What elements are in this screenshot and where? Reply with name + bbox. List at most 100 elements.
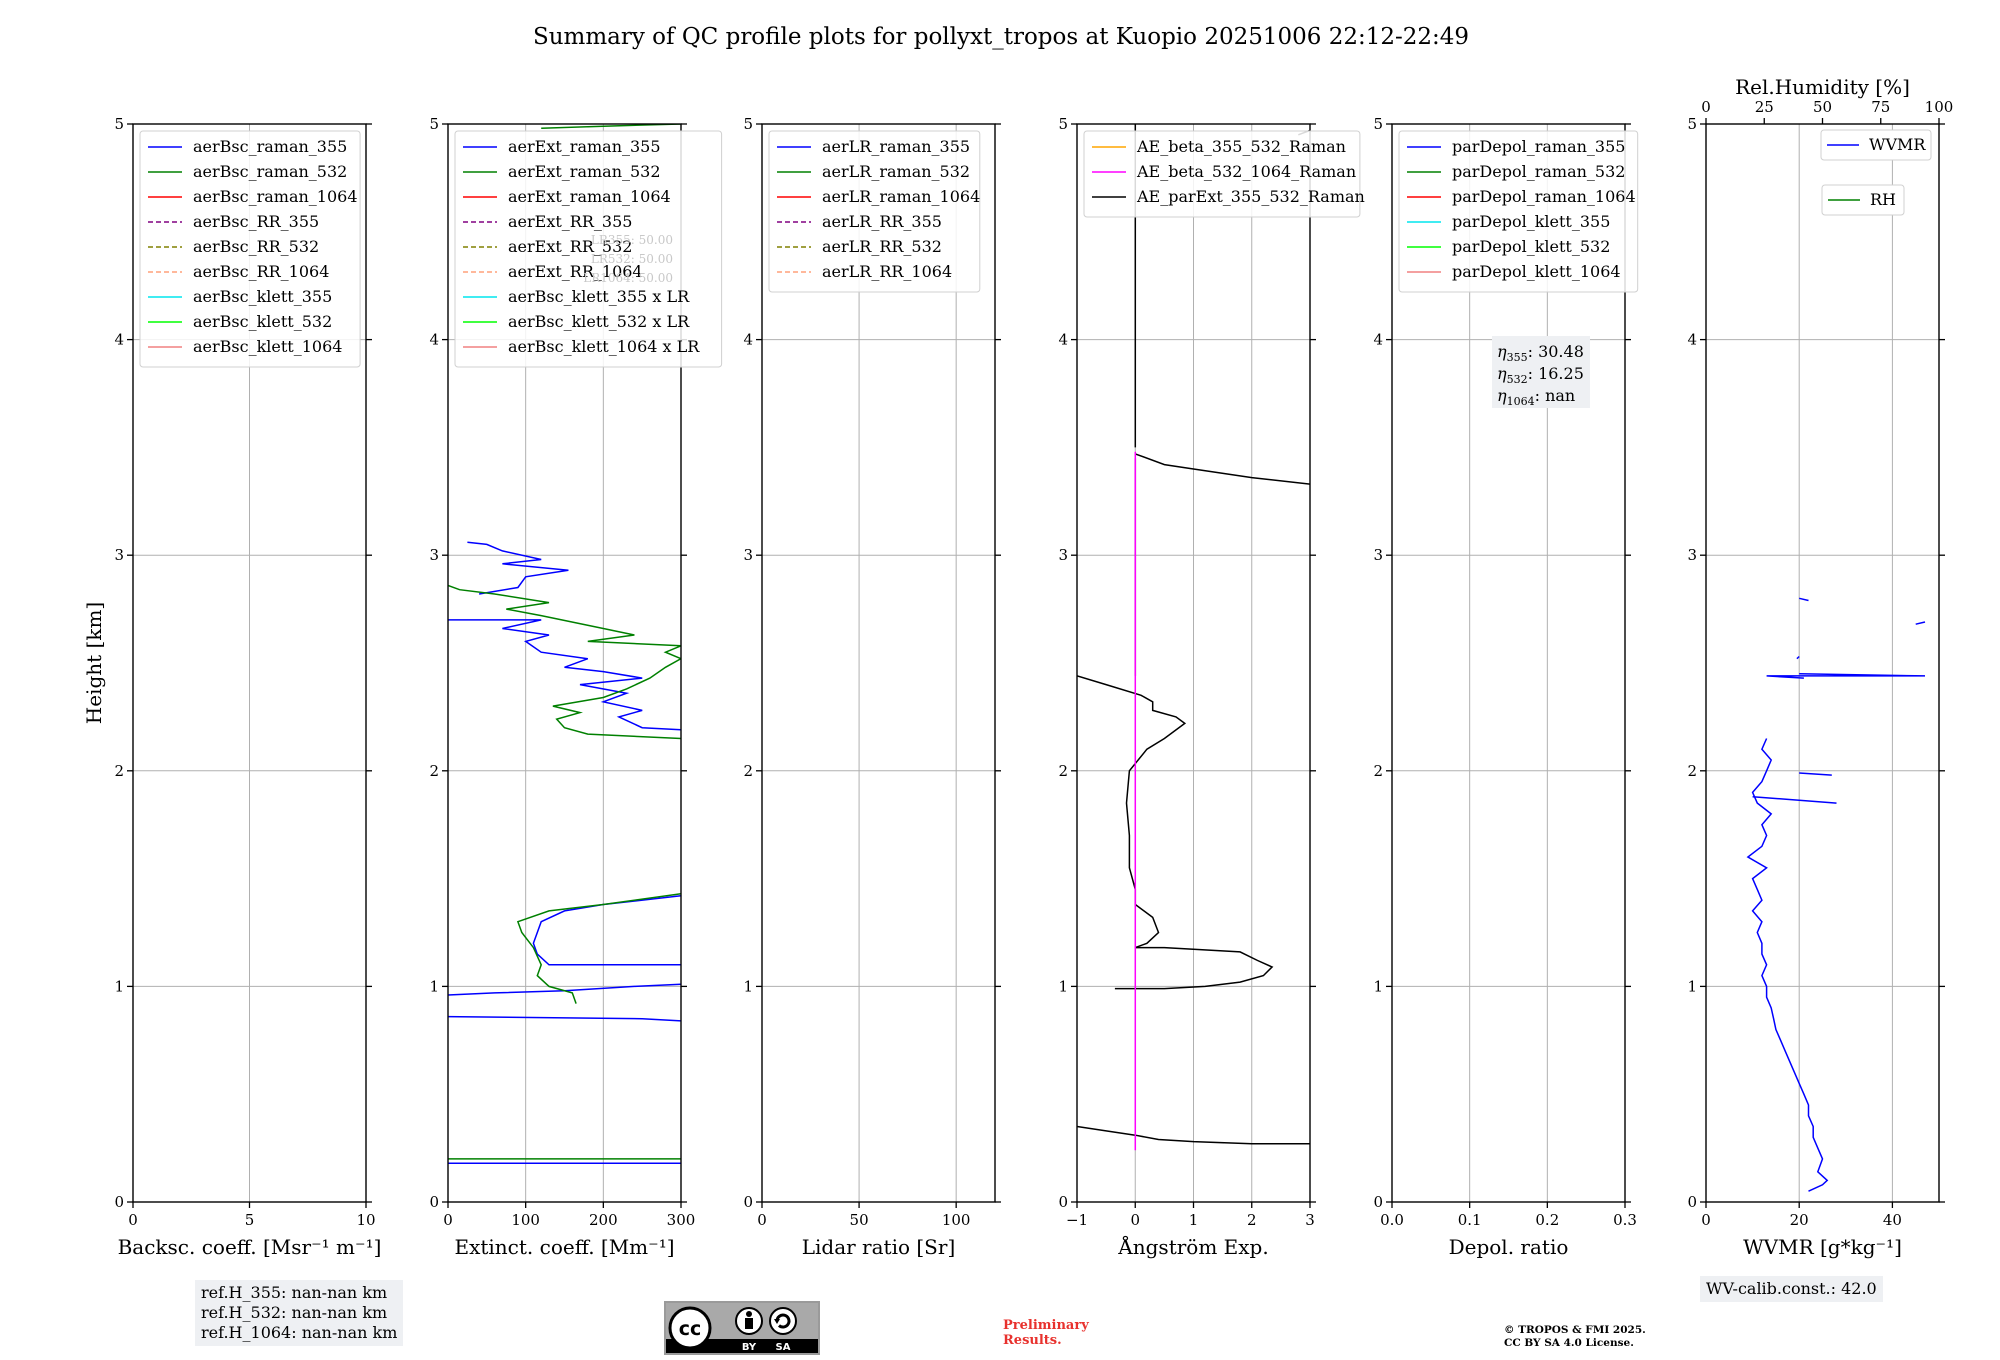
axes-frame: [132, 123, 367, 1203]
y-tick-label: 3: [429, 546, 439, 564]
panel-lidar_ratio: 0 50 100 0 1 2 3 4 5 Lidar ratio [Sr] aerLR_raman_…: [743, 115, 1001, 1259]
y-tick-label: 0: [743, 1193, 753, 1211]
y-tick-label: 3: [1058, 546, 1068, 564]
series-line-AE_parExt_355_532_Raman: [1135, 453, 1310, 485]
panel-backscatter: 0 5 10 0 1 2 3 4 5 Backsc. coeff. [Msr⁻¹ m⁻¹] Heig…: [82, 115, 381, 1259]
legend-box: [1083, 130, 1361, 218]
y-tick-label: 2: [743, 762, 753, 780]
cc-logo-icon: [668, 1306, 712, 1350]
legend-label: aerBsc_klett_532 x LR: [508, 312, 690, 331]
wv-calib-text: WV-calib.const.: 42.0: [1706, 1279, 1877, 1298]
series-line-WVMR: [1799, 597, 1809, 602]
panel-extinction: 0 100 200 300 0 1 2 3 4 5 Extinct. coeff. [Mm⁻¹] ae…: [429, 115, 723, 1259]
x-axis-label: WVMR [g*kg⁻¹]: [1743, 1235, 1902, 1259]
series-line-aerExt_raman_355: [467, 541, 569, 595]
series-line-WVMR: [1915, 621, 1926, 625]
eta-value: η532: 16.25: [1497, 364, 1584, 386]
y-tick-label: 0: [114, 1193, 124, 1211]
top-x-tick-label: 75: [1871, 98, 1890, 116]
x-tick-label: 100: [942, 1211, 971, 1229]
legend-label: AE_parExt_355_532_Raman: [1136, 187, 1365, 206]
y-tick-label: 1: [1058, 977, 1068, 995]
x-tick-label: 0: [128, 1211, 138, 1229]
legend-box: [768, 130, 981, 293]
series-line-WVMR: [1796, 655, 1800, 660]
eta-value: η1064: nan: [1497, 386, 1575, 408]
series-line-WVMR: [1766, 673, 1926, 679]
legend-label: aerBsc_klett_355 x LR: [508, 287, 690, 306]
x-tick-label: 0.1: [1458, 1211, 1482, 1229]
y-tick-label: 2: [429, 762, 439, 780]
panel-depol: 0.0 0.1 0.2 0.3 0 1 2 3 4 5 Depol. ratio parDepol_r…: [1373, 115, 1639, 1259]
x-tick-label: 0.2: [1535, 1211, 1559, 1229]
y-tick-label: 3: [743, 546, 753, 564]
y-tick-label: 4: [429, 331, 439, 349]
series-line-AE_parExt_355_532_Raman: [1077, 675, 1187, 949]
y-tick-label: 1: [1687, 977, 1697, 995]
x-tick-label: 0: [1701, 1211, 1711, 1229]
y-tick-label: 3: [1373, 546, 1383, 564]
legend-box: [454, 130, 723, 368]
legend-label: RH: [1870, 190, 1896, 209]
legend-box: [139, 130, 361, 368]
cc-logo-text: cc: [679, 1318, 702, 1340]
series-line-WVMR: [1799, 772, 1832, 776]
x-tick-label: 2: [1247, 1211, 1257, 1229]
top-x-tick-label: 50: [1813, 98, 1832, 116]
series-line-aerExt_raman_355: [532, 895, 681, 966]
x-tick-label: 3: [1305, 1211, 1315, 1229]
series-line-AE_parExt_355_532_Raman: [1114, 946, 1274, 990]
legend-label: aerBsc_raman_532: [193, 162, 347, 181]
x-axis-label: Lidar ratio [Sr]: [802, 1235, 956, 1259]
x-tick-label: 0: [757, 1211, 767, 1229]
legend-label: parDepol_klett_355: [1452, 212, 1610, 231]
legend-label: aerBsc_klett_532: [193, 312, 332, 331]
legend-label: aerExt_RR_1064: [508, 262, 643, 281]
y-tick-label: 2: [114, 762, 124, 780]
legend-label: aerExt_raman_532: [508, 162, 661, 181]
y-tick-label: 0: [1058, 1193, 1068, 1211]
y-tick-label: 3: [1687, 546, 1697, 564]
series-line-WVMR: [1752, 795, 1837, 804]
copyright-line-2: CC BY SA 4.0 License.: [1504, 1337, 1634, 1349]
legend-label: aerLR_RR_532: [822, 237, 942, 256]
preliminary-line-1: Preliminary: [1003, 1318, 1089, 1333]
y-tick-label: 5: [1687, 115, 1697, 133]
legend-label: aerLR_RR_1064: [822, 262, 952, 281]
legend-box: [1820, 129, 1932, 161]
lidar-ratio-annotation: LR532: 50.00: [591, 252, 673, 266]
legend-label: aerLR_raman_1064: [822, 187, 980, 206]
series-line-aerExt_raman_532: [448, 584, 681, 740]
legend-label: AE_beta_532_1064_Raman: [1136, 162, 1356, 181]
legend-label: aerLR_RR_355: [822, 212, 942, 231]
y-tick-label: 0: [1373, 1193, 1383, 1211]
x-axis-label: Extinct. coeff. [Mm⁻¹]: [454, 1235, 674, 1259]
series-line-aerExt_raman_532: [541, 124, 681, 130]
x-tick-label: 50: [850, 1211, 869, 1229]
preliminary-notice: Preliminary Results.: [1003, 1318, 1089, 1348]
x-tick-label: −1: [1066, 1211, 1088, 1229]
panel-wvmr: 0 20 40 0 1 2 3 4 5 WVMR [g*kg⁻¹] 0 25 50 75 100 Rel.Hu…: [1687, 75, 1953, 1259]
legend-label: AE_beta_355_532_Raman: [1136, 137, 1346, 156]
axes-frame: [1076, 123, 1311, 1203]
legend-label: aerBsc_klett_1064 x LR: [508, 337, 700, 356]
x-tick-label: 300: [667, 1211, 696, 1229]
sa-label: SA: [776, 1342, 791, 1353]
legend-label: aerExt_raman_355: [508, 137, 661, 156]
y-tick-label: 0: [429, 1193, 439, 1211]
y-tick-label: 4: [1373, 331, 1383, 349]
legend-box: [1398, 130, 1639, 293]
series-line-aerExt_raman_355: [448, 1015, 681, 1022]
legend-label: aerBsc_RR_532: [193, 237, 319, 256]
axes-frame: [761, 123, 996, 1203]
legend-label: aerBsc_klett_1064: [193, 337, 342, 356]
legend-label: parDepol_raman_355: [1452, 137, 1625, 156]
preliminary-line-2: Results.: [1003, 1333, 1062, 1348]
series-line-WVMR: [1746, 738, 1829, 1192]
y-tick-label: 2: [1058, 762, 1068, 780]
series-line-aerExt_raman_355: [448, 983, 681, 996]
y-tick-label: 1: [743, 977, 753, 995]
eta-box: [1492, 336, 1590, 408]
x-tick-label: 40: [1883, 1211, 1902, 1229]
